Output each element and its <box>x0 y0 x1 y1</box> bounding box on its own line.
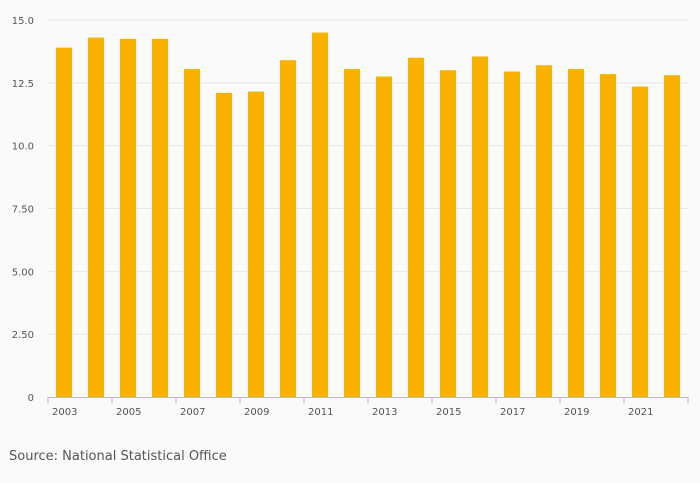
x-tick-label: 2013 <box>372 407 397 418</box>
x-tick-label: 2011 <box>308 407 333 418</box>
bar-2021 <box>632 86 648 397</box>
y-tick-label: 2.50 <box>12 330 34 341</box>
y-tick-label: 10.0 <box>12 142 34 153</box>
x-tick-label: 2019 <box>564 407 589 418</box>
bar-2005 <box>120 38 136 397</box>
gridlines <box>48 19 688 335</box>
y-tick-label: 0 <box>28 393 34 404</box>
bar-2019 <box>568 69 584 397</box>
bar-2015 <box>440 70 456 398</box>
y-tick-label: 15.0 <box>12 16 34 27</box>
bar-2013 <box>376 76 392 398</box>
bar-2014 <box>408 57 424 397</box>
bar-2006 <box>152 38 168 397</box>
bars <box>56 32 680 398</box>
bar-2009 <box>248 91 264 397</box>
bar-2003 <box>56 47 72 397</box>
bar-2007 <box>184 69 200 397</box>
x-tick-label: 2005 <box>116 407 141 418</box>
bar-2012 <box>344 69 360 397</box>
bar-2008 <box>216 92 232 398</box>
source-note: Source: National Statistical Office <box>9 449 227 464</box>
bar-2017 <box>504 71 520 398</box>
x-tick-label: 2017 <box>500 407 525 418</box>
bar-2022 <box>664 75 680 397</box>
bar-2020 <box>600 74 616 397</box>
bar-2016 <box>472 56 488 398</box>
x-tick-label: 2015 <box>436 407 461 418</box>
x-tick-label: 2009 <box>244 407 269 418</box>
y-tick-label: 12.5 <box>12 79 34 90</box>
bar-2010 <box>280 60 296 398</box>
y-tick-label: 5.00 <box>12 267 34 278</box>
x-tick-label: 2007 <box>180 407 205 418</box>
y-axis-ticks: 0 2.50 5.00 7.50 10.0 12.5 15.0 <box>12 16 34 404</box>
bar-2011 <box>312 32 328 398</box>
x-axis: 2003 2005 2007 2009 2011 2013 2015 2017 2019 2021 <box>47 397 689 418</box>
bar-2018 <box>536 65 552 398</box>
bar-2004 <box>88 37 104 398</box>
x-tick-label: 2003 <box>52 407 77 418</box>
x-tick-label: 2021 <box>628 407 653 418</box>
y-tick-label: 7.50 <box>12 205 34 216</box>
